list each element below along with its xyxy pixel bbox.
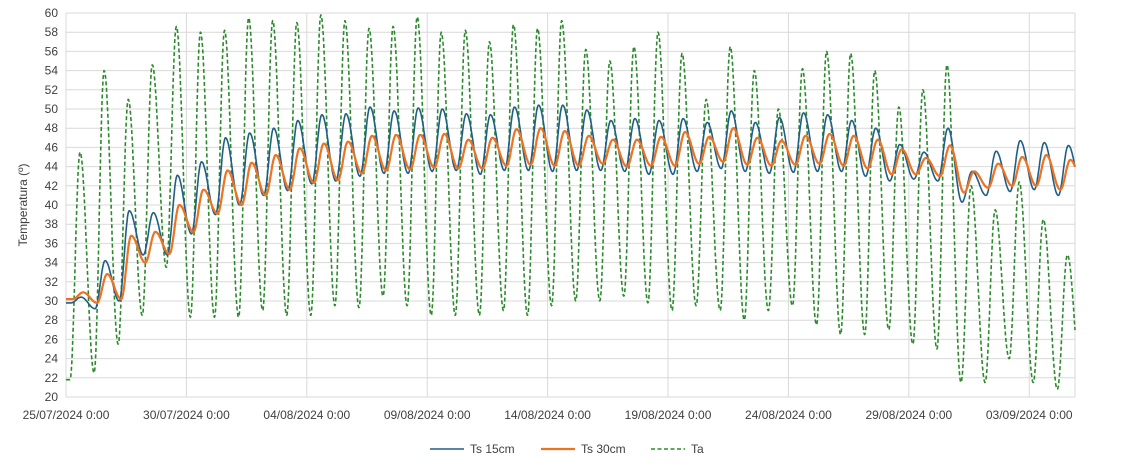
series-lines: [65, 14, 1077, 391]
x-tick-label: 19/08/2024 0:00: [625, 408, 712, 422]
y-axis-ticks: 20 22 24 26 28 30 32 34 36 38 40 42 44 46 48 50 52 54 56 58…: [45, 6, 59, 404]
y-tick-label: 52: [45, 83, 59, 97]
y-tick-label: 22: [45, 371, 59, 385]
y-tick-label: 58: [45, 25, 59, 39]
y-tick-label: 54: [45, 64, 59, 78]
y-tick-label: 42: [45, 179, 59, 193]
y-tick-label: 26: [45, 332, 59, 346]
y-tick-label: 28: [45, 313, 59, 327]
x-tick-label: 24/08/2024 0:00: [745, 408, 832, 422]
y-tick-label: 36: [45, 236, 59, 250]
y-tick-label: 32: [45, 275, 59, 289]
y-tick-label: 38: [45, 217, 59, 231]
y-tick-label: 50: [45, 102, 59, 116]
y-tick-label: 48: [45, 121, 59, 135]
y-axis-title: Temperatura (º): [16, 163, 30, 246]
y-tick-label: 46: [45, 140, 59, 154]
x-tick-label: 04/08/2024 0:00: [263, 408, 350, 422]
x-tick-label: 03/09/2024 0:00: [986, 408, 1073, 422]
series-line-ts-30cm: [65, 127, 1077, 304]
series-line-ta: [65, 14, 1076, 391]
y-tick-label: 44: [45, 160, 59, 174]
x-axis-ticks: 25/07/2024 0:00 30/07/2024 0:00 04/08/2024…: [23, 408, 1073, 422]
legend-label: Ta: [691, 442, 704, 456]
y-tick-label: 56: [45, 44, 59, 58]
x-tick-label: 25/07/2024 0:00: [23, 408, 110, 422]
y-tick-label: 30: [45, 294, 59, 308]
legend-label: Ts 15cm: [470, 442, 515, 456]
legend: Ts 15cm Ts 30cm Ta: [430, 442, 704, 456]
x-tick-label: 30/07/2024 0:00: [143, 408, 230, 422]
y-tick-label: 20: [45, 390, 59, 404]
y-tick-label: 24: [45, 352, 59, 366]
x-tick-label: 14/08/2024 0:00: [504, 408, 591, 422]
legend-label: Ts 30cm: [581, 442, 626, 456]
x-tick-label: 29/08/2024 0:00: [865, 408, 952, 422]
y-tick-label: 34: [45, 256, 59, 270]
x-tick-label: 09/08/2024 0:00: [384, 408, 471, 422]
y-tick-label: 40: [45, 198, 59, 212]
y-tick-label: 60: [45, 6, 59, 20]
